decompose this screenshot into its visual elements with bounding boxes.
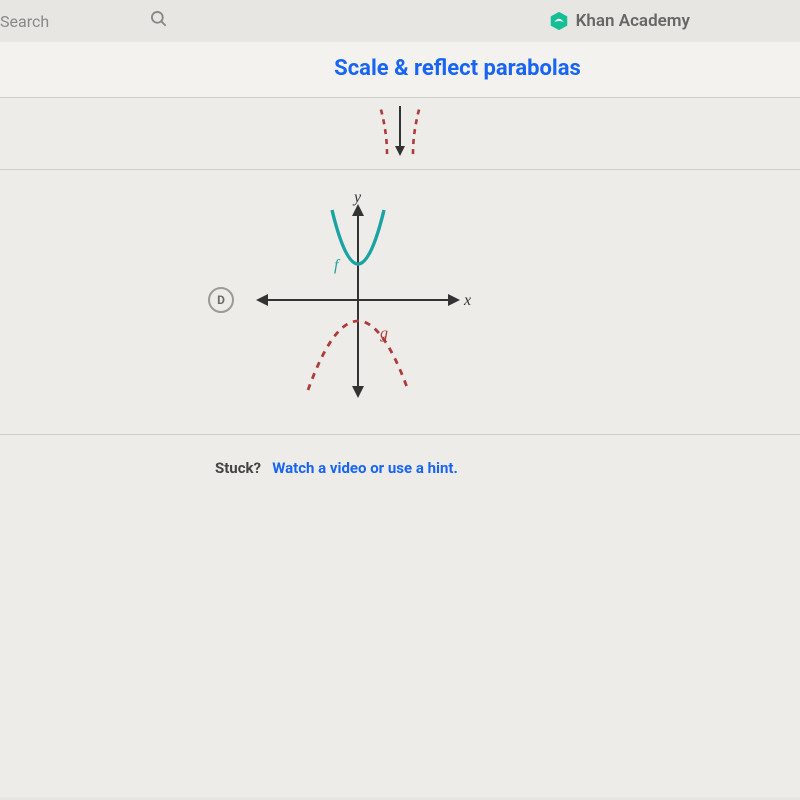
- search-area: Search: [0, 9, 169, 33]
- search-icon[interactable]: [149, 9, 169, 33]
- y-axis-arrow-down: [352, 386, 364, 398]
- curve-f-label: f: [334, 257, 341, 274]
- fragment-graph: [365, 106, 435, 161]
- brand[interactable]: Khan Academy: [548, 10, 690, 32]
- lesson-title: Scale & reflect parabolas: [334, 56, 581, 81]
- x-axis-label: x: [463, 292, 471, 309]
- search-label[interactable]: Search: [0, 12, 49, 31]
- x-axis-arrow-right: [448, 294, 460, 306]
- lesson-title-bar: Scale & reflect parabolas: [0, 42, 800, 97]
- x-axis-arrow-left: [256, 294, 268, 306]
- brand-logo-icon: [548, 10, 570, 32]
- option-badge-d[interactable]: D: [208, 287, 234, 313]
- stuck-hint-link[interactable]: Watch a video or use a hint.: [272, 459, 458, 477]
- curve-g-label: g: [380, 325, 388, 342]
- stuck-prefix: Stuck?: [215, 459, 261, 477]
- stuck-row: Stuck? Watch a video or use a hint.: [0, 435, 800, 477]
- brand-text: Khan Academy: [576, 11, 690, 31]
- option-d-graph: y x f g: [252, 190, 472, 410]
- option-row-d[interactable]: D y x f g: [0, 170, 800, 435]
- main-content: D y x f g Stuck: [0, 97, 800, 797]
- top-header: Search Khan Academy: [0, 0, 800, 42]
- previous-option-fragment: [0, 98, 800, 170]
- y-axis-label: y: [352, 190, 362, 206]
